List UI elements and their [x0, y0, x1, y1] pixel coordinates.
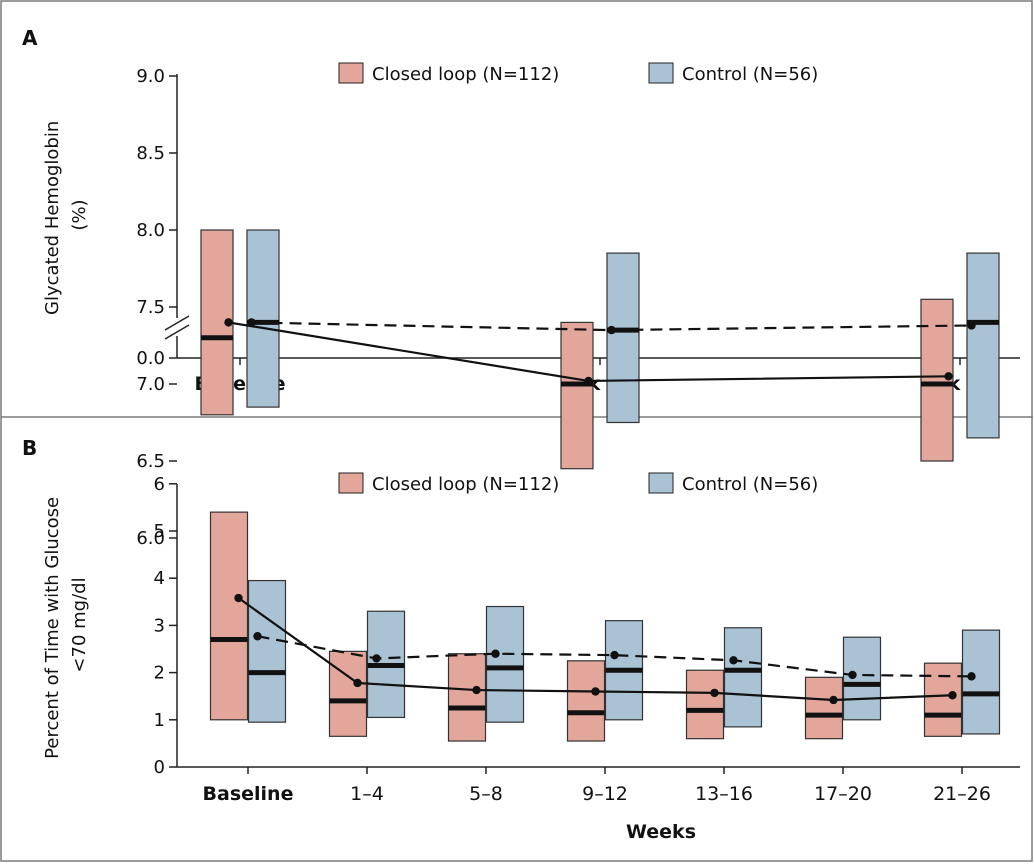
panel-b-ylabel-line-2: <70 mg/dl — [69, 577, 90, 672]
iqr-box — [606, 252, 640, 424]
x-tick-label: Baseline — [203, 783, 294, 805]
iqr-box — [842, 636, 882, 721]
x-tick-label: 9–12 — [582, 783, 628, 805]
legend-label-closed-loop: Closed loop (N=112) — [372, 64, 559, 85]
mean-point — [610, 650, 619, 660]
y-tick-label: 7.0 — [136, 374, 165, 395]
mean-point — [829, 695, 838, 705]
mean-point — [710, 688, 719, 698]
y-tick-label: 8.0 — [136, 220, 165, 241]
mean-point — [224, 318, 233, 327]
control-mean-line — [251, 321, 972, 332]
y-tick-label: 9.0 — [136, 66, 165, 87]
mean-point — [967, 321, 976, 330]
y-tick-label: 8.5 — [136, 143, 165, 164]
legend-swatch-closed-loop — [338, 62, 364, 84]
iqr-box — [209, 511, 249, 721]
legend-label-closed-loop: Closed loop (N=112) — [372, 474, 559, 495]
panel-b-label: B — [22, 436, 37, 460]
y-tick-label: 0 — [154, 757, 165, 778]
panel-a-ylabel-line-1: Glycated Hemoglobin — [42, 121, 63, 315]
iqr-box — [447, 653, 487, 742]
panel-a-ylabel-line-2: (%) — [69, 199, 90, 230]
panel-b-ylabel-line-1: Percent of Time with Glucose — [42, 497, 63, 759]
mean-point — [472, 685, 481, 695]
y-tick-label: 3 — [154, 615, 165, 636]
x-tick-label: 21–26 — [933, 783, 991, 805]
iqr-box — [966, 252, 1000, 439]
mean-point — [353, 678, 362, 688]
iqr-box — [804, 676, 844, 740]
x-tick-label: 17–20 — [814, 783, 872, 805]
mean-point — [848, 670, 857, 680]
y-tick-label: 1 — [154, 710, 165, 731]
x-tick-label: 13–16 — [695, 783, 753, 805]
y-tick-label: 0.0 — [136, 348, 165, 369]
iqr-box — [961, 629, 1001, 735]
y-tick-label: 2 — [154, 663, 165, 684]
iqr-box — [485, 605, 525, 723]
mean-point — [491, 649, 500, 658]
y-tick-label: 6.0 — [136, 528, 165, 549]
y-tick-label: 6.5 — [136, 451, 165, 472]
legend-label-control: Control (N=56) — [682, 474, 818, 495]
mean-point — [948, 691, 957, 700]
panel-b-plot: 6 5 4 3 2 1 0 Baseline 1–4 5–8 9–12 13–16 17–20 21–26 — [154, 474, 1020, 805]
legend-label-control: Control (N=56) — [682, 64, 818, 85]
panel-b-ylabel: Percent of Time with Glucose <70 mg/dl — [42, 491, 90, 759]
panel-a-legend: Closed loop (N=112) Control (N=56) — [338, 62, 818, 85]
iqr-box — [923, 662, 963, 737]
y-tick-label: 4 — [154, 568, 165, 589]
iqr-box — [247, 579, 287, 723]
mean-point — [591, 687, 600, 696]
mean-point — [967, 672, 976, 681]
mean-point — [372, 654, 381, 663]
x-tick-label: 5–8 — [469, 783, 503, 805]
iqr-box — [328, 650, 368, 737]
legend-swatch-closed-loop — [338, 472, 364, 494]
legend-swatch-control — [648, 472, 674, 494]
panel-a-label: A — [22, 26, 38, 50]
axis-break-mark — [164, 315, 190, 331]
panel-b-xlabel: Weeks — [626, 821, 696, 843]
mean-point — [253, 632, 262, 641]
y-tick-label: 6 — [154, 474, 165, 495]
mean-point — [729, 656, 738, 665]
iqr-box — [723, 627, 763, 728]
y-tick-label: 7.5 — [136, 297, 165, 318]
mean-point — [607, 325, 616, 335]
mean-point — [234, 593, 243, 603]
mean-point — [247, 318, 256, 327]
iqr-box — [685, 669, 725, 740]
iqr-box — [566, 660, 606, 742]
y-tick-label: 5 — [154, 521, 165, 542]
iqr-box — [560, 321, 594, 470]
mean-point — [944, 372, 953, 381]
mean-point — [584, 376, 593, 386]
x-tick-label: 1–4 — [350, 783, 384, 805]
axis-break-mark — [164, 324, 190, 340]
panel-a-ylabel: Glycated Hemoglobin (%) — [42, 115, 90, 315]
legend-swatch-control — [648, 62, 674, 84]
panel-b-legend: Closed loop (N=112) Control (N=56) — [338, 472, 818, 495]
